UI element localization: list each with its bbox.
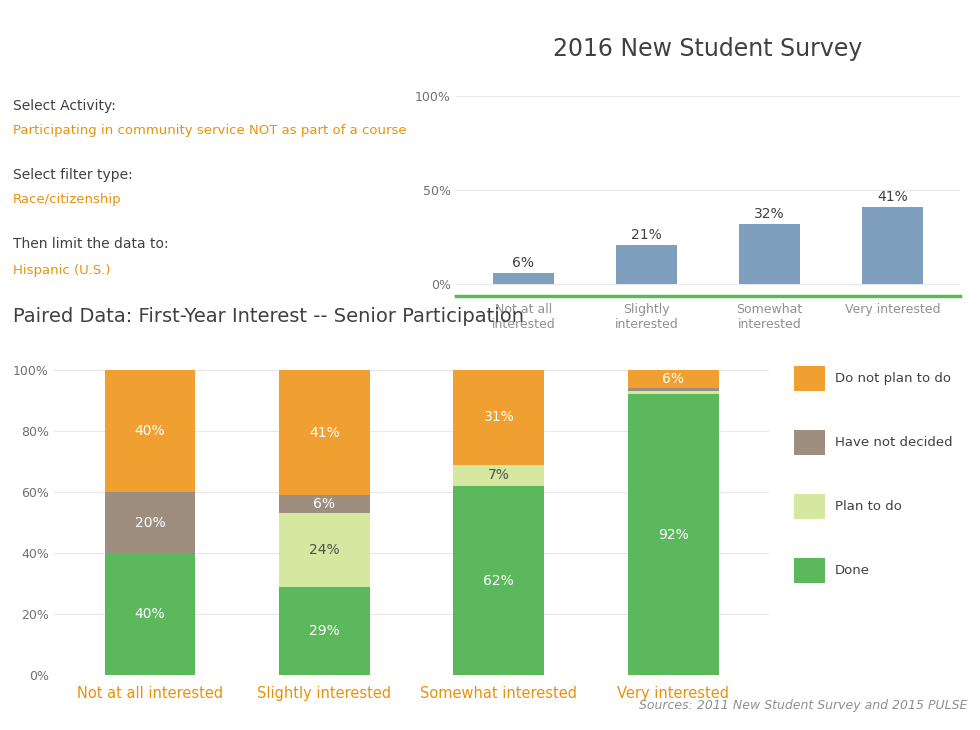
- Bar: [794, 430, 825, 456]
- Text: Then limit the data to:: Then limit the data to:: [13, 237, 169, 251]
- Bar: [628, 370, 718, 388]
- Text: Have not decided: Have not decided: [835, 436, 953, 449]
- Text: Select Activity:: Select Activity:: [13, 99, 116, 112]
- Bar: [794, 366, 825, 391]
- Text: Plan to do: Plan to do: [835, 500, 902, 513]
- Text: 40%: 40%: [134, 607, 166, 621]
- Text: 29%: 29%: [309, 624, 340, 638]
- Bar: [628, 394, 718, 675]
- Bar: [279, 587, 369, 675]
- Text: 32%: 32%: [755, 207, 785, 221]
- Text: 40%: 40%: [134, 424, 166, 438]
- Text: Hispanic (U.S.): Hispanic (U.S.): [13, 264, 110, 277]
- Bar: [739, 224, 801, 284]
- Text: 24%: 24%: [309, 543, 340, 557]
- Text: Race/citizenship: Race/citizenship: [13, 193, 122, 207]
- Bar: [454, 370, 544, 464]
- Text: 6%: 6%: [662, 372, 684, 386]
- Text: 31%: 31%: [483, 410, 514, 424]
- Bar: [628, 391, 718, 394]
- Bar: [493, 273, 554, 284]
- Text: Select filter type:: Select filter type:: [13, 168, 132, 182]
- Text: 62%: 62%: [483, 574, 514, 588]
- Text: Participating in community service NOT as part of a course: Participating in community service NOT a…: [13, 124, 407, 137]
- Text: 6%: 6%: [513, 256, 534, 270]
- Bar: [279, 513, 369, 587]
- Bar: [279, 495, 369, 513]
- Text: 41%: 41%: [877, 190, 908, 204]
- Text: 7%: 7%: [488, 469, 510, 483]
- Bar: [279, 370, 369, 495]
- Bar: [862, 207, 923, 284]
- Bar: [794, 493, 825, 519]
- Text: 92%: 92%: [658, 528, 689, 542]
- Bar: [105, 553, 195, 675]
- Bar: [105, 370, 195, 492]
- Bar: [454, 464, 544, 486]
- Text: Linking Surveys:  Entering Student Interest and Undergraduate Participation: Linking Surveys: Entering Student Intere…: [12, 18, 859, 37]
- Bar: [105, 492, 195, 553]
- Text: Paired Data: First-Year Interest -- Senior Participation: Paired Data: First-Year Interest -- Seni…: [13, 307, 523, 326]
- Text: Do not plan to do: Do not plan to do: [835, 372, 951, 385]
- Bar: [628, 388, 718, 391]
- Text: 20%: 20%: [134, 515, 166, 529]
- Bar: [794, 558, 825, 583]
- Bar: [454, 486, 544, 675]
- Text: 21%: 21%: [631, 228, 662, 242]
- Text: Sources: 2011 New Student Survey and 2015 PULSE: Sources: 2011 New Student Survey and 201…: [639, 699, 967, 712]
- Text: 41%: 41%: [309, 426, 340, 439]
- Text: 6%: 6%: [314, 497, 335, 511]
- Text: Done: Done: [835, 564, 870, 577]
- Bar: [615, 245, 677, 284]
- Title: 2016 New Student Survey: 2016 New Student Survey: [554, 37, 862, 61]
